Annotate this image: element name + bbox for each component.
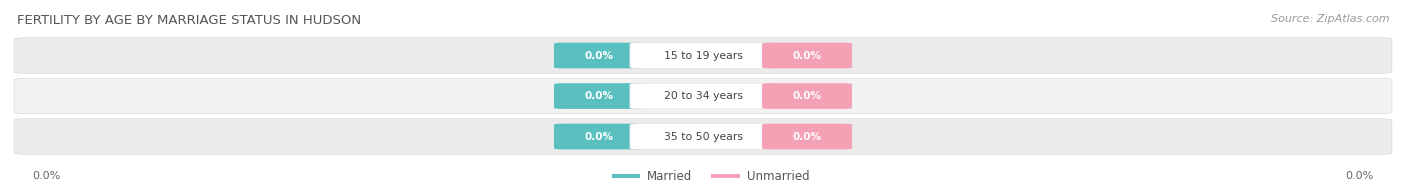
FancyBboxPatch shape [554, 83, 644, 109]
Text: Married: Married [647, 170, 692, 183]
Text: 0.0%: 0.0% [32, 171, 60, 181]
FancyBboxPatch shape [762, 124, 852, 149]
Text: 15 to 19 years: 15 to 19 years [664, 51, 742, 61]
Text: 0.0%: 0.0% [585, 91, 613, 101]
FancyBboxPatch shape [630, 83, 776, 109]
FancyBboxPatch shape [612, 174, 640, 178]
FancyBboxPatch shape [630, 124, 776, 149]
FancyBboxPatch shape [554, 43, 644, 68]
FancyBboxPatch shape [711, 174, 740, 178]
Text: 0.0%: 0.0% [793, 91, 821, 101]
Text: FERTILITY BY AGE BY MARRIAGE STATUS IN HUDSON: FERTILITY BY AGE BY MARRIAGE STATUS IN H… [17, 14, 361, 27]
FancyBboxPatch shape [554, 124, 644, 149]
Text: Unmarried: Unmarried [747, 170, 810, 183]
Text: 0.0%: 0.0% [1346, 171, 1374, 181]
FancyBboxPatch shape [762, 83, 852, 109]
Text: 0.0%: 0.0% [585, 132, 613, 142]
FancyBboxPatch shape [762, 43, 852, 68]
FancyBboxPatch shape [14, 119, 1392, 154]
Text: 0.0%: 0.0% [585, 51, 613, 61]
Text: 0.0%: 0.0% [793, 51, 821, 61]
FancyBboxPatch shape [14, 38, 1392, 73]
Text: 35 to 50 years: 35 to 50 years [664, 132, 742, 142]
FancyBboxPatch shape [14, 78, 1392, 114]
Text: 20 to 34 years: 20 to 34 years [664, 91, 742, 101]
Text: 0.0%: 0.0% [793, 132, 821, 142]
FancyBboxPatch shape [630, 43, 776, 68]
Text: Source: ZipAtlas.com: Source: ZipAtlas.com [1271, 14, 1389, 24]
